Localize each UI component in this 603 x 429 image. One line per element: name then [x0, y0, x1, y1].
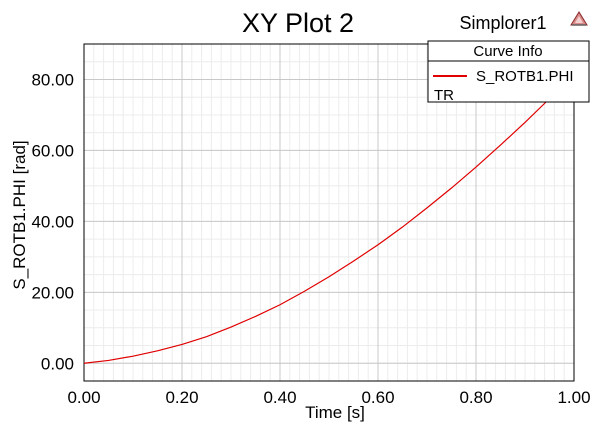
- x-tick-label: 0.20: [165, 388, 198, 407]
- curve-info-legend[interactable]: Curve Info S_ROTB1.PHI TR: [427, 40, 590, 104]
- y-tick-label: 40.00: [31, 212, 74, 231]
- x-axis-label: Time [s]: [305, 403, 365, 422]
- legend-context: TR: [434, 87, 454, 104]
- x-tick-label: 0.40: [263, 388, 296, 407]
- x-tick-label: 1.00: [557, 388, 590, 407]
- x-tick-label: 0.00: [67, 388, 100, 407]
- y-axis: 0.00 20.00 40.00 60.00 80.00: [31, 70, 74, 373]
- series-layer: [83, 73, 575, 364]
- chart-title: XY Plot 2: [242, 8, 354, 38]
- legend-entry-label: S_ROTB1.PHI: [476, 68, 574, 85]
- x-tick-label: 0.80: [459, 388, 492, 407]
- simplorer-logo-icon: [570, 11, 588, 26]
- y-tick-label: 80.00: [31, 70, 74, 89]
- x-tick-label: 0.60: [361, 388, 394, 407]
- y-tick-label: 60.00: [31, 141, 74, 160]
- y-axis-label: S_ROTB1.PHI [rad]: [10, 140, 29, 289]
- x-axis: 0.00 0.20 0.40 0.60 0.80 1.00: [67, 388, 590, 407]
- legend-header: Curve Info: [473, 43, 542, 60]
- series-line-S_ROTB1.PHI: [83, 73, 575, 364]
- y-tick-label: 20.00: [31, 283, 74, 302]
- app-name: Simplorer1: [459, 13, 546, 33]
- y-tick-label: 0.00: [41, 354, 74, 373]
